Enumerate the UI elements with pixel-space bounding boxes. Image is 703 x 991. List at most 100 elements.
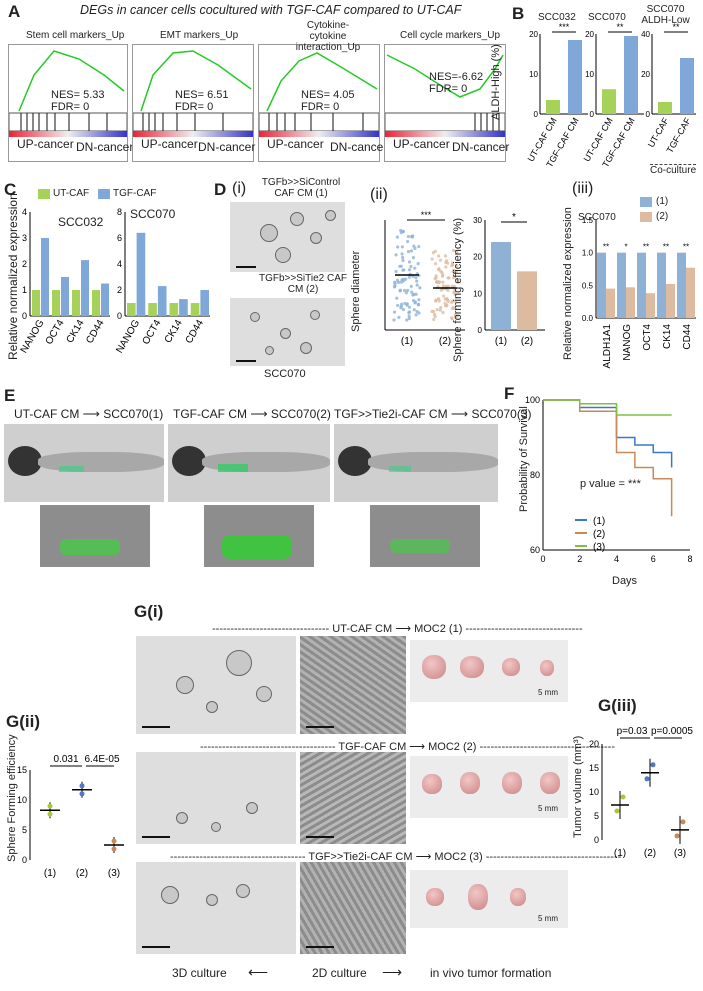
diii-sig-0: **: [603, 242, 609, 251]
giii-group-2: (3): [674, 848, 686, 859]
e-zoom-1: [40, 505, 150, 567]
dii-sphere-point: [393, 284, 397, 288]
c-tick-0-4: 4: [22, 207, 27, 217]
c-gene-0-2: CK14: [65, 318, 87, 346]
f-xtick-4: 4: [614, 554, 619, 564]
dii-sphere-point: [407, 268, 412, 272]
panel-d-label: D: [214, 180, 227, 199]
diii-gene-2: OCT4: [642, 324, 653, 351]
diii-tick-0: 0.0: [582, 314, 594, 323]
f-line-2: [543, 399, 672, 416]
dii-sphere-point: [401, 258, 405, 263]
up-cancer-1: UP-cancer: [17, 137, 74, 151]
c-bar-0-3-0: [92, 290, 100, 316]
dii-sphere-point: [450, 317, 454, 321]
dii-sphere-point: [450, 307, 454, 311]
dii-sphere-point: [413, 246, 417, 250]
dii-sphere-point: [452, 268, 456, 273]
b-tick-0-1: 10: [529, 70, 538, 79]
e-zoom-3: [370, 505, 480, 567]
gsea-curve-1: [9, 50, 127, 137]
dii-eff-tick-0: 0: [478, 326, 483, 335]
dii-sphere-point: [433, 276, 437, 281]
dii-sphere-point: [402, 288, 407, 293]
f-xtick-6: 6: [651, 554, 656, 564]
c-bar-1-0-0: [127, 303, 136, 316]
dii-sphere-point: [442, 294, 446, 298]
panel-g-ii-label: G(ii): [6, 712, 40, 731]
diii-gene-0: ALDH1A1: [602, 324, 613, 369]
dii-sphere-point: [394, 269, 398, 274]
nes-1: NES= 5.33: [51, 89, 105, 101]
b-ylabel: ALDH-High (%): [490, 44, 502, 120]
f-xtick-8: 8: [687, 554, 692, 564]
right-arrow-icon: ⟶: [382, 964, 403, 980]
dii-sphere-point: [450, 261, 455, 265]
giii-p1: p=0.03: [617, 726, 648, 737]
c-gene-0-0: NANOG: [19, 318, 47, 355]
gsea-plot-2: NES= 6.51 FDR= 0 UP-cancer: [132, 44, 254, 162]
gii-tick-10: 10: [17, 795, 27, 805]
c-bar-0-3-1: [101, 283, 109, 316]
c-bar-1-1-0: [148, 303, 157, 316]
dii-sphere-point: [407, 316, 411, 321]
f-ytick-100: 100: [525, 395, 540, 405]
up-cancer-3: UP-cancer: [267, 137, 324, 151]
panel-d-ii-chart: (1) (2) *** 0 10 20 30 (1) (2) *: [384, 210, 545, 347]
giii-tick-10: 10: [589, 787, 599, 797]
d-micrograph-2: [230, 298, 345, 366]
dii-sphere-point: [406, 239, 410, 244]
dii-sphere-point: [398, 288, 402, 292]
e-cond-2: TGF-CAF CM ⟶ SCC070(2): [173, 407, 331, 421]
d-img-title-1: TGFb>>SiControl CAF CM (1): [261, 177, 341, 199]
f-xtick-0: 0: [540, 554, 545, 564]
diii-bar-0-0: [597, 252, 606, 318]
diii-bar-4-1: [686, 267, 695, 318]
giii-point-0: [614, 808, 620, 814]
panel-b-label: B: [512, 4, 525, 23]
diii-bar-4-0: [677, 252, 686, 318]
b-tick-1-1: 10: [585, 70, 594, 79]
g-row-1-title: -------------------------------- UT-CAF …: [212, 623, 583, 635]
dii-sphere-point: [399, 264, 403, 268]
dii-sphere-point: [435, 307, 439, 312]
d-iii-title: SCC070: [578, 212, 616, 223]
c-bar-0-1-0: [52, 290, 60, 316]
dii-sphere-point: [451, 299, 455, 303]
f-pvalue: p value = ***: [580, 478, 641, 490]
f-line-1: [543, 399, 673, 517]
g-2d-1: [300, 636, 406, 734]
dii-sphere-point: [407, 314, 411, 318]
dii-sphere-point: [416, 302, 421, 307]
c-bar-1-3-0: [190, 303, 200, 316]
panel-e-label: E: [4, 386, 16, 405]
dii-sphere-point: [430, 257, 434, 261]
dii-sphere-point: [404, 291, 409, 295]
c-tick-1-6: 6: [117, 233, 122, 243]
gii-tick-0: 0: [22, 855, 27, 865]
dii-eff-bar-0: [491, 242, 511, 330]
dii-eff-group-0: (1): [495, 336, 507, 347]
dii-sphere-point: [432, 317, 436, 322]
dii-sphere-point: [443, 297, 447, 301]
dii-sphere-point: [444, 260, 448, 265]
panel-c-label: C: [4, 180, 17, 199]
diii-sig-3: **: [663, 242, 669, 251]
fdr-4: FDR= 0: [429, 83, 468, 95]
gsea-plot-3: NES= 4.05 FDR= 0 UP-cancer: [258, 44, 380, 162]
dii-sphere-point: [444, 265, 448, 269]
dii-sphere-point: [455, 314, 459, 319]
dii-sphere-point: [401, 307, 406, 312]
panel-a-title: DEGs in cancer cells cocultured with TGF…: [80, 3, 462, 17]
c-ylabel: Relative normalized expression: [6, 193, 20, 360]
b-sig-2: **: [672, 22, 680, 32]
dii-sphere-point: [441, 310, 445, 315]
dii-sphere-point: [406, 249, 411, 254]
dii-sphere-point: [456, 279, 460, 283]
giii-group-0: (1): [614, 848, 626, 859]
c-legend-tgf: TGF-CAF: [113, 188, 157, 199]
c-bar-1-0-1: [136, 232, 146, 316]
dii-sphere-point: [432, 312, 437, 317]
g-3d-3: [136, 862, 296, 954]
